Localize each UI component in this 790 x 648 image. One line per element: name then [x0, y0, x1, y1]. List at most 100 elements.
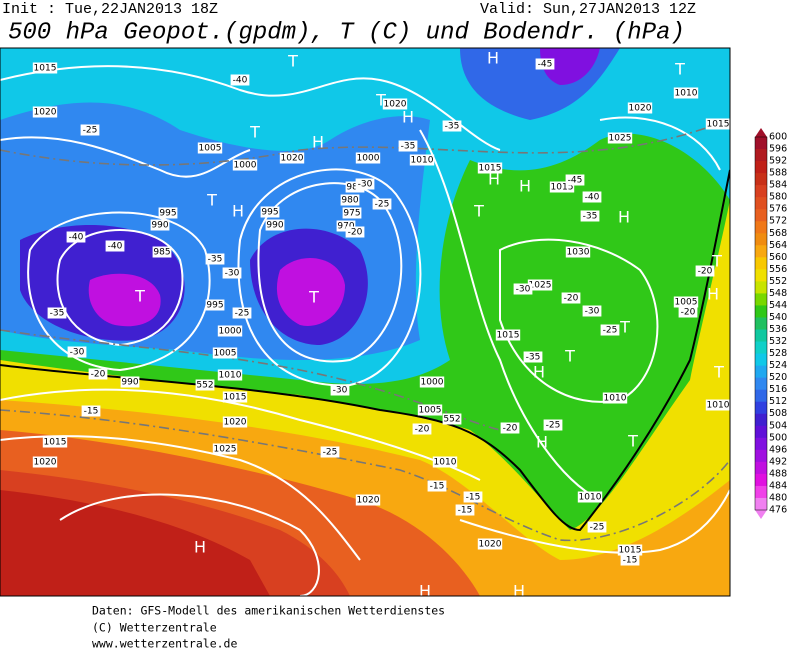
label-box — [105, 240, 125, 252]
colorbar-label: 520 — [769, 372, 787, 383]
map-label: 985 — [346, 183, 363, 193]
colorbar-cell — [755, 221, 767, 234]
label-box — [543, 419, 563, 431]
map-label: 1010 — [604, 394, 627, 404]
map-label: 1000 — [357, 154, 380, 164]
pressure-center: T — [627, 432, 638, 451]
label-box — [88, 368, 108, 380]
colorbar-cell — [755, 461, 767, 475]
label-box — [442, 120, 462, 132]
colorbar-label: 556 — [769, 264, 787, 275]
label-box — [32, 62, 58, 74]
colorbar-cell — [755, 365, 767, 379]
pressure-center: H — [487, 49, 499, 68]
map-label: 1010 — [434, 458, 457, 468]
label-box — [205, 253, 225, 265]
label-box — [398, 140, 418, 152]
colorbar-cell — [755, 485, 767, 499]
label-box — [67, 346, 87, 358]
colorbar-cell — [755, 137, 767, 150]
label-box — [463, 491, 483, 503]
map-label: -30 — [585, 307, 600, 317]
colorbar-cell — [755, 257, 767, 270]
map-label: -25 — [375, 200, 390, 210]
map-label: 1015 — [497, 331, 520, 341]
label-box — [561, 292, 581, 304]
colorbar-cell — [755, 149, 767, 162]
map-label: -30 — [70, 348, 85, 358]
label-box — [81, 405, 101, 417]
map-label: 1025 — [529, 281, 552, 291]
label-box — [42, 436, 68, 448]
colorbar-label: 576 — [769, 204, 787, 215]
label-box — [265, 219, 285, 231]
pressure-center: H — [419, 582, 431, 601]
pressure-center: H — [618, 208, 630, 227]
map-label: -30 — [225, 269, 240, 279]
map-label: -25 — [546, 421, 561, 431]
colorbar-cell — [755, 341, 767, 354]
label-box — [232, 307, 252, 319]
map-label: -25 — [323, 448, 338, 458]
map-label: -40 — [108, 242, 123, 252]
colorbar-cell — [755, 305, 767, 318]
map-label: -40 — [233, 76, 248, 86]
map-label: 990 — [151, 221, 168, 231]
map-label: 1015 — [707, 120, 730, 130]
map-label: 1000 — [234, 161, 257, 171]
map-label: -35 — [526, 353, 541, 363]
label-box — [212, 443, 238, 455]
label-box — [355, 178, 375, 190]
label-box — [412, 423, 432, 435]
label-box — [577, 491, 603, 503]
map-label: -35 — [208, 255, 223, 265]
label-box — [523, 351, 543, 363]
label-box — [617, 544, 643, 556]
map-label: 1020 — [357, 496, 380, 506]
colorbar-label: 584 — [769, 180, 787, 191]
map-label: -25 — [235, 309, 250, 319]
map-label: -45 — [538, 60, 553, 70]
map-label: -20 — [415, 425, 430, 435]
pressure-center: H — [533, 363, 545, 382]
map-label: 995 — [261, 208, 278, 218]
map-label: -20 — [503, 424, 518, 434]
label-box — [330, 384, 350, 396]
colorbar-label: 536 — [769, 324, 787, 335]
colorbar-label: 548 — [769, 288, 787, 299]
colorbar-cell — [755, 293, 767, 306]
pressure-center: H — [707, 285, 719, 304]
map-label: 1015 — [44, 438, 67, 448]
colorbar-label: 484 — [769, 480, 787, 491]
colorbar-cell — [755, 197, 767, 210]
label-box — [627, 102, 653, 114]
colorbar-cell — [755, 281, 767, 294]
label-box — [205, 299, 225, 311]
pressure-center: H — [402, 108, 414, 127]
label-box — [477, 162, 503, 174]
label-box — [565, 246, 591, 258]
colorbar-cell — [755, 437, 767, 451]
label-box — [158, 207, 178, 219]
pressure-center: T — [287, 52, 298, 71]
map-title: 500 hPa Geopot.(gpdm), T (C) und Bodendr… — [8, 19, 685, 46]
map-label: 1020 — [34, 108, 57, 118]
label-box — [232, 159, 258, 171]
colorbar-cell — [755, 173, 767, 186]
map-label: -20 — [681, 308, 696, 318]
pressure-center: H — [488, 170, 500, 189]
label-box — [427, 480, 447, 492]
colorbar-cell — [755, 209, 767, 222]
map-label: 1020 — [479, 540, 502, 550]
colorbar-label: 580 — [769, 192, 787, 203]
label-box — [342, 207, 362, 219]
pressure-center: T — [674, 60, 685, 79]
map-label: 1005 — [675, 298, 698, 308]
label-box — [320, 446, 340, 458]
colorbar-label: 552 — [769, 276, 787, 287]
label-box — [355, 152, 381, 164]
map-label: 985 — [153, 248, 170, 258]
colorbar-cell — [755, 317, 767, 330]
label-box — [673, 296, 699, 308]
map-label: 1005 — [214, 349, 237, 359]
